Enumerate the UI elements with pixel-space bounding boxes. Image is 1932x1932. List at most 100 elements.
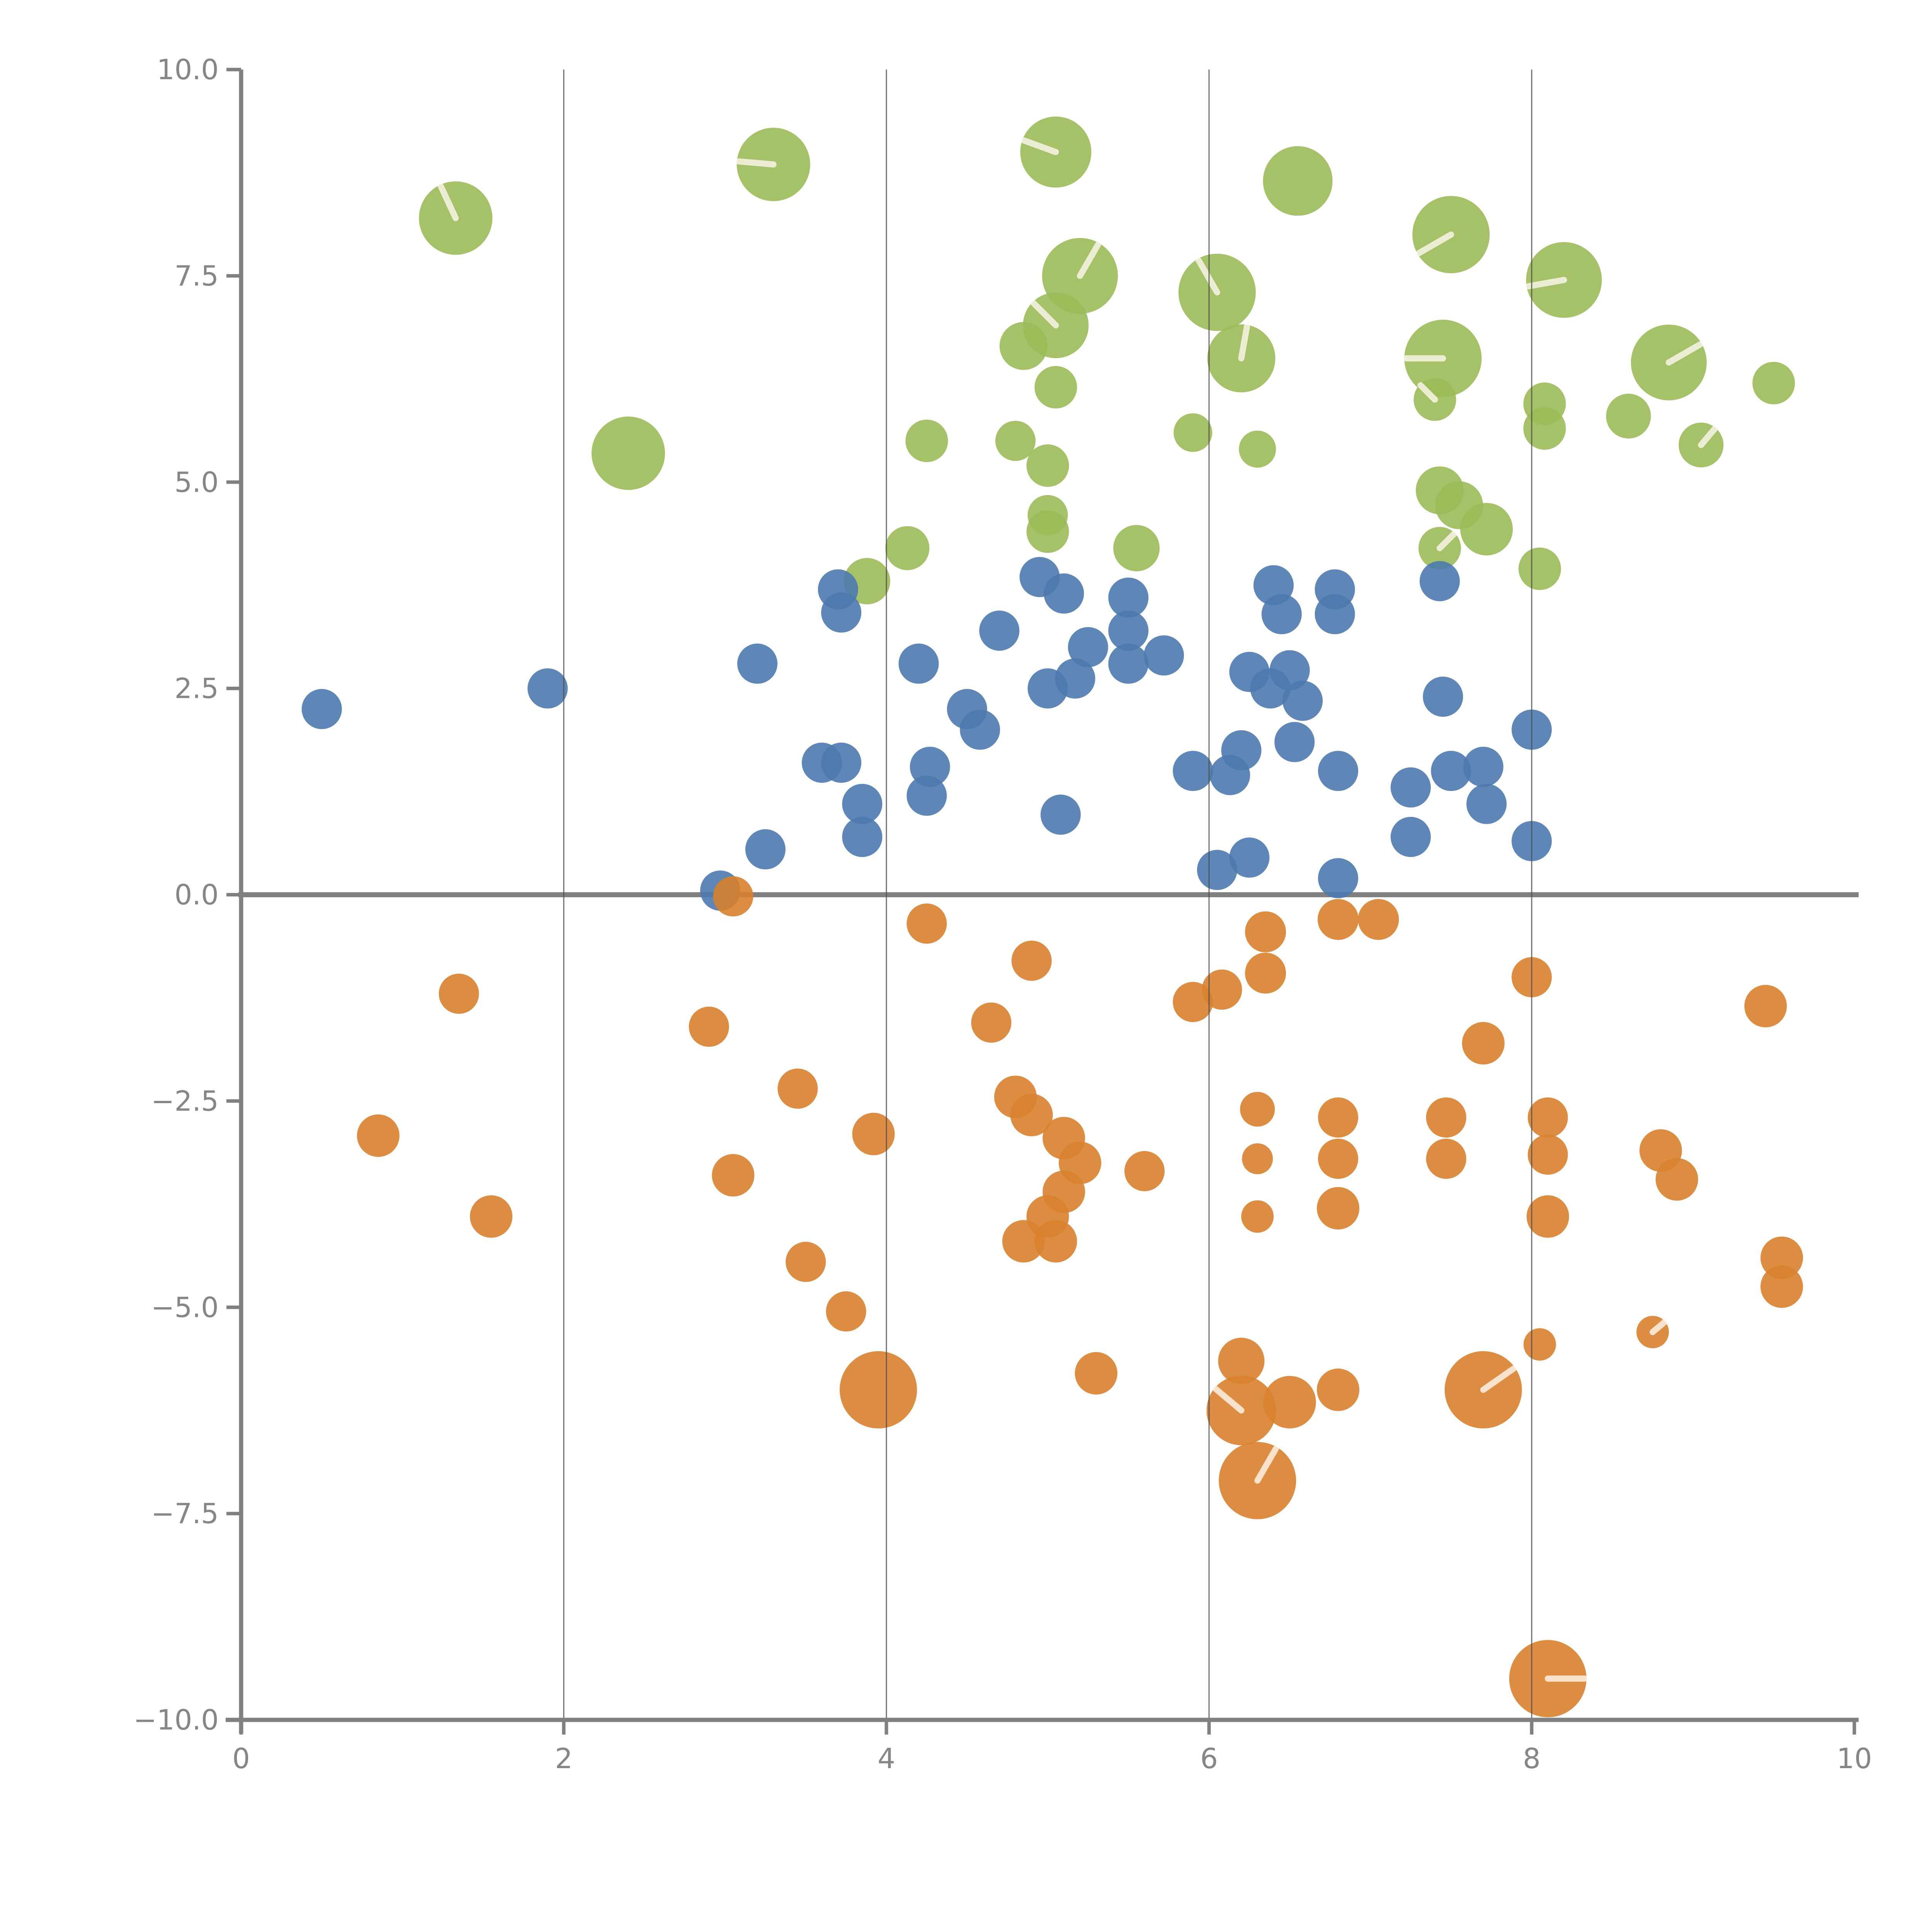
orange-data-point (1318, 1138, 1358, 1179)
green-data-point (905, 419, 948, 462)
marker-slash-artifact (1416, 231, 1454, 256)
blue-data-point (1173, 751, 1213, 791)
blue-data-point (1420, 561, 1460, 602)
green-data-point (1173, 413, 1213, 452)
blue-data-point (1463, 747, 1503, 787)
marker-slash-artifact (1254, 1446, 1279, 1484)
y-tick-label: −7.5 (151, 1497, 219, 1530)
green-data-point (1460, 503, 1513, 556)
orange-data-point (1317, 1187, 1359, 1230)
marker-slash-artifact (1417, 382, 1438, 403)
marker-slash-artifact (1031, 300, 1059, 329)
orange-data-point (439, 973, 479, 1014)
blue-data-point (1274, 722, 1315, 762)
y-tick-label: 5.0 (174, 466, 219, 498)
green-data-point (1034, 366, 1077, 409)
green-data-point (885, 526, 930, 570)
blue-data-point (1261, 594, 1302, 634)
blue-data-point (1282, 680, 1323, 721)
blue-data-point (1108, 611, 1149, 651)
blue-data-point (979, 611, 1020, 651)
blue-data-point (821, 592, 862, 633)
green-data-point (1239, 430, 1276, 468)
marker-slash-artifact (1238, 323, 1250, 362)
orange-data-point (1124, 1151, 1165, 1191)
green-data-point (1518, 547, 1561, 590)
orange-data-point (826, 1291, 866, 1332)
x-tick-label: 6 (1200, 1742, 1218, 1775)
orange-data-point (1011, 940, 1052, 981)
blue-data-point (301, 689, 342, 730)
orange-data-point (840, 1351, 917, 1429)
marker-slash-artifact (1021, 137, 1059, 155)
blue-data-point (1068, 627, 1108, 667)
series-orange (357, 876, 1803, 1718)
orange-data-point (1426, 1097, 1466, 1138)
orange-data-point (1240, 1092, 1275, 1127)
marker-slash-artifact (438, 183, 459, 221)
green-data-point (1752, 362, 1795, 405)
data-points (301, 116, 1803, 1718)
marker-slash-artifact (1077, 242, 1101, 279)
marker-slash-artifact (1698, 425, 1718, 448)
orange-data-point (852, 1112, 895, 1155)
green-data-point (1263, 146, 1333, 216)
y-tick-label: −5.0 (151, 1291, 219, 1323)
marker-slash-artifact (1437, 531, 1457, 551)
orange-data-point (1242, 1143, 1273, 1174)
orange-data-point (470, 1195, 513, 1238)
orange-data-point (906, 903, 947, 944)
blue-data-point (1269, 650, 1310, 690)
series-green (419, 116, 1795, 605)
x-axis: 0 2 4 6 8 10 (226, 1718, 1872, 1775)
orange-data-point (1218, 1338, 1265, 1384)
orange-data-point (777, 1068, 818, 1109)
orange-data-point (1245, 952, 1286, 994)
green-data-point (592, 417, 665, 490)
blue-data-point (1229, 837, 1270, 878)
green-data-point (1606, 393, 1651, 439)
orange-data-point (1010, 1094, 1053, 1136)
orange-data-point (1358, 899, 1399, 940)
orange-data-point (1318, 1097, 1358, 1138)
orange-data-point (1426, 1138, 1466, 1179)
blue-data-point (745, 829, 786, 870)
blue-data-point (821, 742, 862, 783)
orange-data-point (1655, 1158, 1698, 1201)
blue-data-point (1318, 858, 1358, 898)
x-tick-label: 8 (1523, 1742, 1541, 1775)
axes: 10.0 7.5 5.0 2.5 0.0 −2.5 −5.0 −7.5 −10.0 0 2 4 6 8 1… (133, 53, 1872, 1775)
blue-data-point (1423, 676, 1463, 717)
orange-data-point (1317, 1368, 1359, 1411)
blue-data-point (1221, 730, 1262, 770)
orange-data-point (1245, 911, 1286, 952)
x-tick-label: 0 (232, 1742, 250, 1775)
orange-data-point (1462, 1022, 1505, 1065)
blue-data-point (1108, 643, 1149, 684)
orange-data-point (357, 1114, 400, 1157)
orange-data-point (1263, 1376, 1316, 1429)
blue-data-point (1390, 817, 1431, 857)
blue-data-point (1055, 658, 1095, 699)
blue-data-point (1315, 594, 1355, 634)
blue-data-point (1040, 794, 1081, 835)
green-data-point (1113, 525, 1160, 571)
orange-data-point (1760, 1265, 1803, 1308)
orange-data-point (1318, 899, 1359, 940)
blue-data-point (960, 709, 1000, 750)
orange-data-point (1526, 1195, 1569, 1238)
green-data-point (995, 420, 1036, 461)
x-tick-label: 10 (1837, 1742, 1872, 1775)
orange-data-point (712, 1154, 755, 1197)
orange-data-point (1527, 1097, 1568, 1138)
orange-data-point (1202, 969, 1242, 1010)
x-tick-label: 2 (555, 1742, 573, 1775)
orange-data-point (1002, 1220, 1045, 1263)
blue-data-point (1108, 577, 1149, 618)
marker-slash-artifact (1196, 257, 1220, 296)
marker-slash-artifact (1650, 1319, 1668, 1335)
blue-data-point (527, 668, 568, 709)
marker-slash-artifact (1213, 1386, 1245, 1414)
y-tick-label: −2.5 (151, 1085, 219, 1117)
